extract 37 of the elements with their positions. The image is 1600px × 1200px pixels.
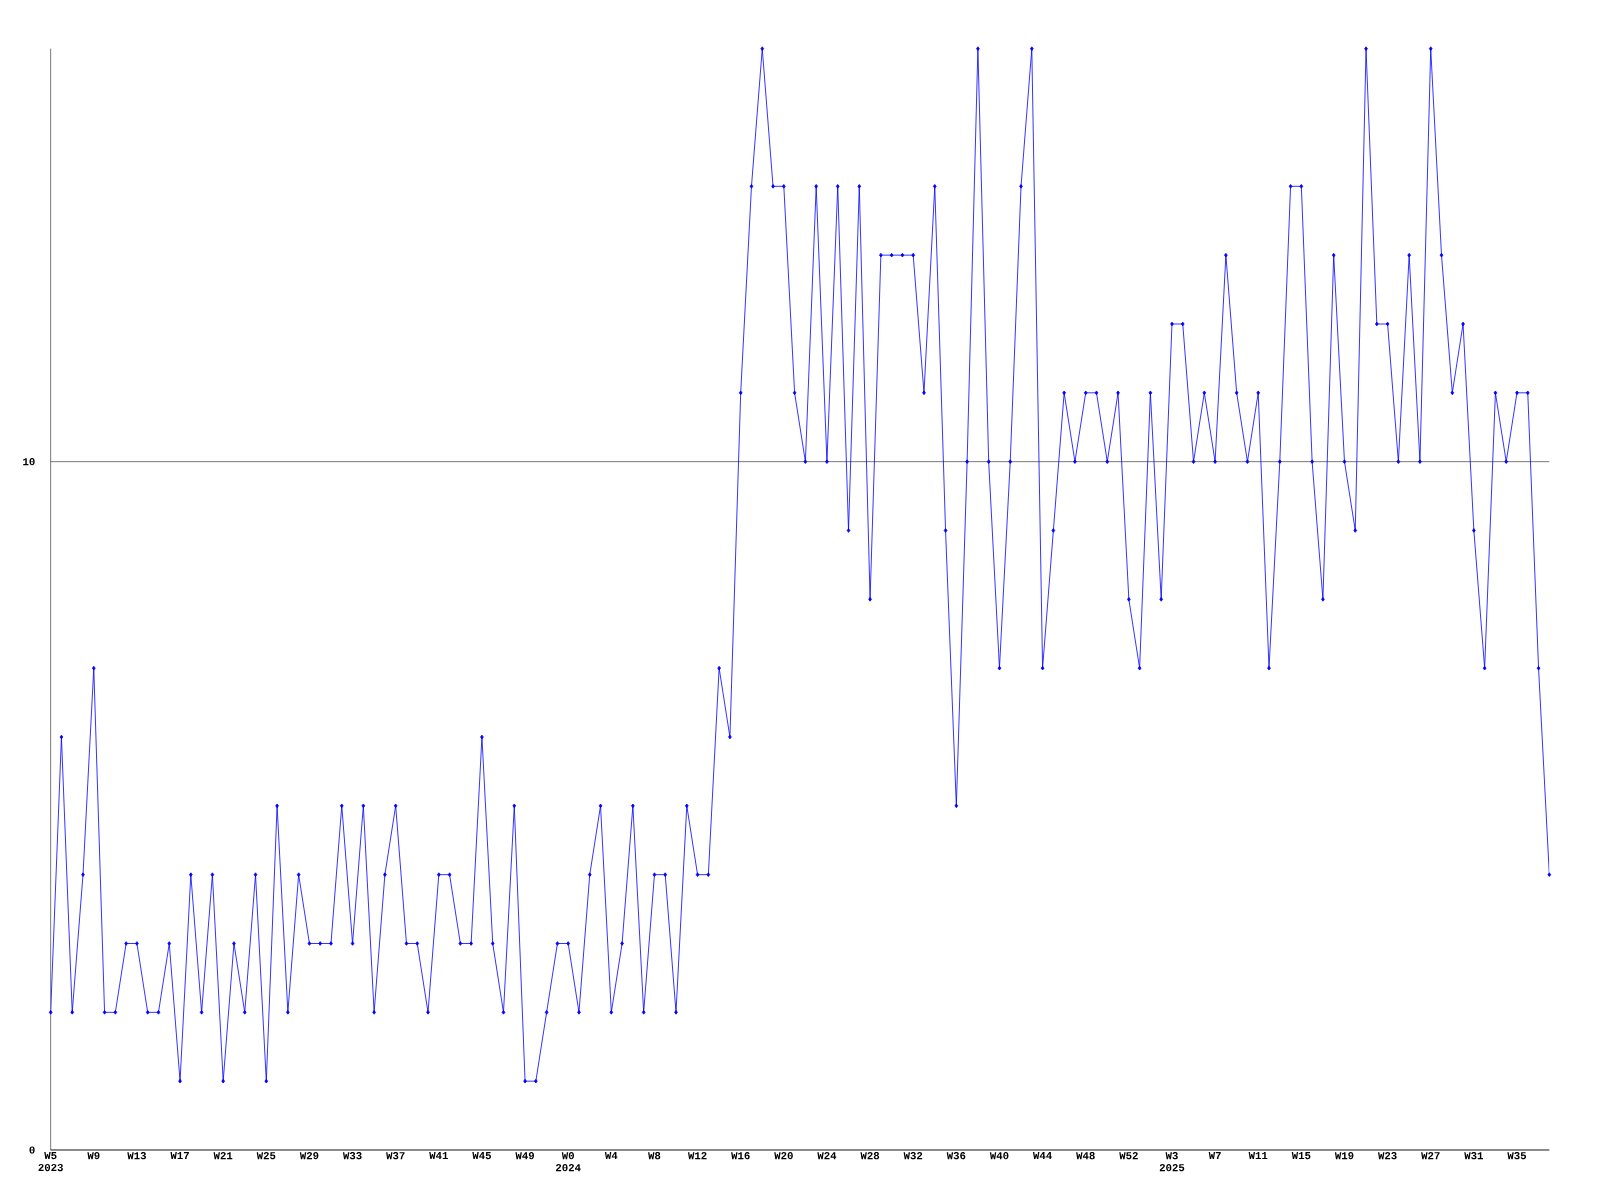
x-tick-label: W5 2023: [38, 1152, 63, 1172]
x-tick-label: W19: [1334, 1152, 1354, 1160]
x-tick-label: W49: [515, 1152, 535, 1160]
x-tick-label: W4: [604, 1152, 618, 1160]
x-tick-label: W32: [903, 1152, 923, 1160]
x-tick-label: W41: [429, 1152, 448, 1160]
x-tick-label: W27: [1421, 1152, 1440, 1160]
x-tick-label: W35: [1507, 1152, 1527, 1160]
x-tick-label: W29: [299, 1152, 319, 1160]
x-tick-label: W8: [648, 1152, 661, 1160]
x-tick-label: W21: [213, 1152, 233, 1160]
x-tick-label: W3 2025: [1159, 1152, 1185, 1172]
x-tick-label: W28: [860, 1152, 880, 1160]
x-tick-label: W33: [342, 1152, 362, 1160]
y-tick-label: 0: [29, 1146, 35, 1154]
x-tick-label: W12: [687, 1152, 707, 1160]
x-tick-label: W24: [817, 1152, 837, 1160]
x-tick-label: W45: [472, 1152, 491, 1160]
x-tick-label: W16: [731, 1152, 750, 1160]
x-tick-label: W9: [87, 1152, 100, 1160]
x-tick-label: W23: [1378, 1152, 1397, 1160]
x-tick-label: W36: [946, 1152, 966, 1160]
x-tick-label: W37: [386, 1152, 405, 1160]
x-tick-label: W44: [1032, 1152, 1052, 1160]
x-tick-label: W48: [1076, 1152, 1095, 1160]
x-tick-label: W31: [1464, 1152, 1483, 1160]
x-tick-label: W17: [170, 1152, 189, 1160]
x-tick-label: W13: [127, 1152, 146, 1160]
x-tick-label: W52: [1119, 1152, 1138, 1160]
x-tick-label: W7: [1208, 1152, 1221, 1160]
x-tick-label: W11: [1248, 1152, 1268, 1160]
y-tick-label: 10: [23, 458, 35, 466]
x-tick-label: W40: [989, 1152, 1009, 1160]
x-tick-label: W15: [1291, 1152, 1311, 1160]
x-tick-label: W25: [256, 1152, 276, 1160]
x-tick-label: W0 2024: [556, 1152, 581, 1172]
x-tick-label: W20: [774, 1152, 793, 1160]
